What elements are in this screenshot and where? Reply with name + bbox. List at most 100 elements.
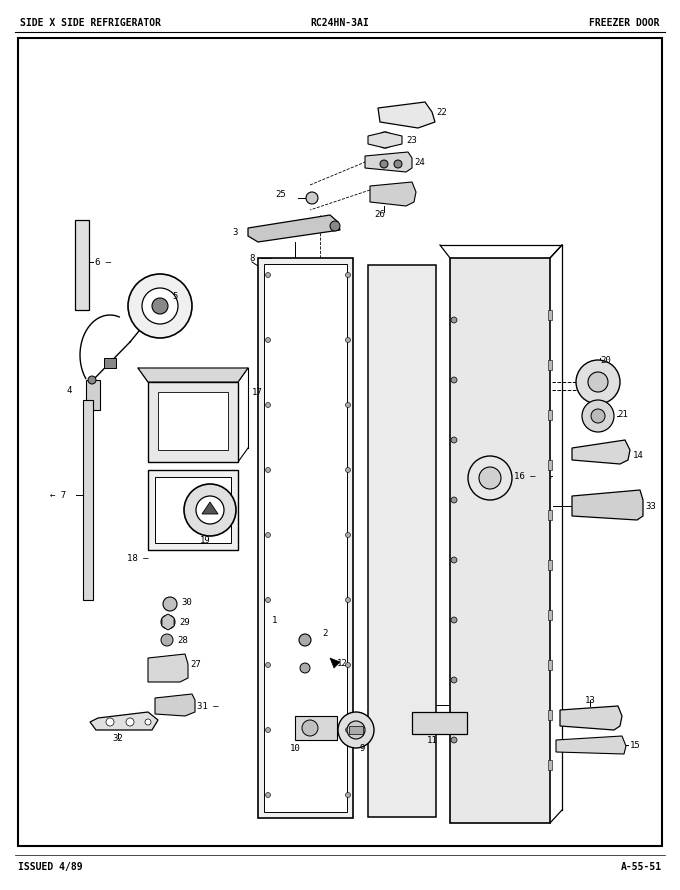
Text: SIDE X SIDE REFRIGERATOR: SIDE X SIDE REFRIGERATOR — [20, 18, 161, 28]
Bar — [548, 560, 552, 570]
Circle shape — [377, 132, 393, 148]
Text: 5: 5 — [172, 292, 177, 301]
Circle shape — [161, 615, 175, 629]
Text: 10: 10 — [290, 743, 301, 753]
Circle shape — [184, 484, 236, 536]
Text: 32: 32 — [113, 733, 123, 742]
Circle shape — [302, 720, 318, 736]
Bar — [548, 710, 552, 720]
Bar — [258, 258, 353, 818]
Circle shape — [451, 377, 457, 383]
Circle shape — [345, 337, 350, 343]
Circle shape — [576, 360, 620, 404]
Bar — [264, 264, 347, 812]
Polygon shape — [148, 654, 188, 682]
Polygon shape — [330, 658, 340, 668]
Text: 13: 13 — [585, 695, 596, 705]
Bar — [104, 358, 116, 368]
Circle shape — [345, 532, 350, 538]
Bar — [548, 660, 552, 670]
Polygon shape — [162, 614, 174, 630]
Text: FREEZER DOOR: FREEZER DOOR — [590, 18, 660, 28]
Circle shape — [380, 160, 388, 168]
Text: 9: 9 — [359, 743, 364, 753]
Text: 8 ——: 8 —— — [250, 254, 271, 263]
Circle shape — [591, 409, 605, 423]
Circle shape — [161, 634, 173, 646]
Text: A-55-51: A-55-51 — [621, 862, 662, 872]
Text: 24: 24 — [414, 158, 425, 166]
Text: 26: 26 — [375, 209, 386, 219]
Circle shape — [345, 272, 350, 278]
Bar — [148, 382, 238, 462]
Circle shape — [128, 274, 192, 338]
Text: 30: 30 — [181, 597, 192, 606]
Circle shape — [345, 597, 350, 603]
Circle shape — [265, 727, 271, 732]
Circle shape — [196, 496, 224, 524]
Bar — [83, 400, 93, 600]
Circle shape — [330, 221, 340, 231]
Bar — [412, 712, 467, 734]
Text: 4: 4 — [67, 385, 72, 394]
Polygon shape — [155, 694, 195, 716]
Bar — [548, 410, 552, 420]
Circle shape — [126, 718, 134, 726]
Text: 17: 17 — [252, 387, 262, 397]
Circle shape — [451, 677, 457, 683]
Text: 33: 33 — [645, 501, 656, 511]
Polygon shape — [560, 706, 622, 730]
Circle shape — [265, 337, 271, 343]
Bar — [148, 470, 238, 550]
Polygon shape — [370, 182, 416, 206]
Text: 25: 25 — [275, 190, 286, 198]
Bar — [548, 460, 552, 470]
Polygon shape — [572, 440, 630, 464]
Bar — [450, 258, 550, 823]
Circle shape — [265, 272, 271, 278]
Text: 6 —: 6 — — [95, 257, 111, 266]
Circle shape — [306, 192, 318, 204]
Circle shape — [451, 617, 457, 623]
Bar — [155, 477, 231, 543]
Text: 12: 12 — [337, 659, 347, 668]
Circle shape — [300, 663, 310, 673]
Polygon shape — [202, 502, 218, 514]
Circle shape — [106, 718, 114, 726]
Text: 16 —: 16 — — [514, 472, 535, 481]
Circle shape — [338, 712, 374, 748]
Text: 21: 21 — [617, 409, 628, 418]
Circle shape — [468, 456, 512, 500]
Circle shape — [582, 400, 614, 432]
Polygon shape — [90, 712, 158, 730]
Text: 3: 3 — [233, 228, 238, 237]
Circle shape — [88, 376, 96, 384]
Circle shape — [345, 662, 350, 668]
Circle shape — [265, 792, 271, 797]
Text: 18 —: 18 — — [126, 554, 148, 562]
Text: 29: 29 — [179, 618, 190, 627]
Polygon shape — [572, 490, 643, 520]
Text: 20: 20 — [600, 355, 611, 365]
Bar — [158, 392, 228, 450]
Text: 27: 27 — [190, 659, 201, 668]
Text: 19: 19 — [200, 536, 210, 545]
Text: RC24HN-3AI: RC24HN-3AI — [311, 18, 369, 28]
Circle shape — [394, 160, 402, 168]
Bar — [548, 310, 552, 320]
Text: 1: 1 — [272, 616, 277, 625]
Circle shape — [265, 402, 271, 408]
Circle shape — [347, 721, 365, 739]
Circle shape — [265, 597, 271, 603]
Text: ← 7: ← 7 — [50, 490, 66, 499]
Bar — [368, 265, 436, 817]
Circle shape — [163, 597, 177, 611]
Text: 15: 15 — [630, 740, 641, 749]
Bar — [548, 760, 552, 770]
Text: 22: 22 — [436, 108, 447, 117]
Circle shape — [588, 372, 608, 392]
Circle shape — [451, 317, 457, 323]
Circle shape — [479, 467, 501, 489]
Circle shape — [451, 737, 457, 743]
Polygon shape — [138, 368, 248, 382]
